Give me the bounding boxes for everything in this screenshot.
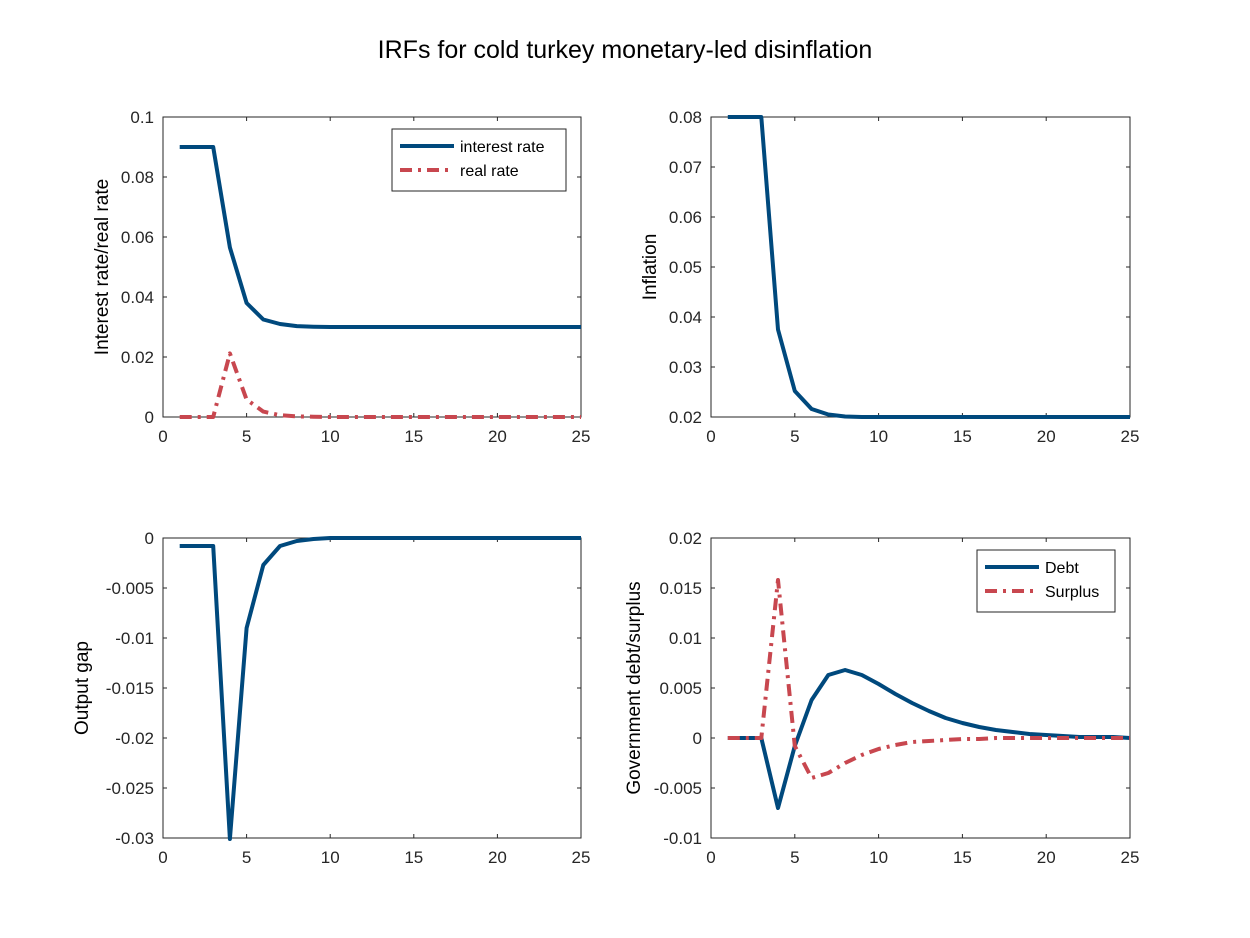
series-line-surplus — [727, 578, 1130, 780]
series-line-interest-rate — [179, 145, 581, 329]
x-tick-label: 10 — [869, 848, 888, 867]
subplot-3: 0 5 10 15 20 25 -0.03 -0.025 -0.02 -0.015 -0.01 -0.… — [72, 529, 590, 867]
legend: Debt Surplus — [976, 549, 1116, 613]
y-tick-label: 0 — [145, 408, 154, 427]
x-tick-label: 10 — [321, 848, 340, 867]
x-tick-label: 10 — [321, 427, 340, 446]
x-tick-label: 20 — [488, 427, 507, 446]
subplot-2: 0 5 10 15 20 25 0.02 0.03 0.04 0.05 0.06 0.07 0.08 In… — [640, 108, 1139, 446]
x-tick-label: 25 — [572, 848, 591, 867]
y-tick-label: -0.025 — [106, 779, 154, 798]
x-tick-label: 0 — [706, 427, 715, 446]
x-tick-label: 20 — [1037, 848, 1056, 867]
y-tick-label: 0.005 — [659, 679, 702, 698]
y-tick-label: -0.015 — [106, 679, 154, 698]
x-tick-label: 20 — [1037, 427, 1056, 446]
x-tick-label: 10 — [869, 427, 888, 446]
y-tick-label: -0.005 — [654, 779, 702, 798]
y-tick-label: 0.02 — [669, 408, 702, 427]
y-tick-label: 0.01 — [669, 629, 702, 648]
y-tick-label: 0.08 — [669, 108, 702, 127]
x-tick-label: 15 — [953, 848, 972, 867]
y-axis-label: Interest rate/real rate — [92, 179, 113, 355]
y-tick-label: 0.015 — [659, 579, 702, 598]
x-tick-label: 15 — [404, 848, 423, 867]
subplot-4: 0 5 10 15 20 25 -0.01 -0.005 0 0.005 0.01 0.015 0.02… — [624, 529, 1139, 867]
x-tick-label: 5 — [790, 427, 799, 446]
y-tick-label: -0.02 — [115, 729, 154, 748]
x-tick-label: 0 — [706, 848, 715, 867]
legend: interest rate real rate — [391, 128, 567, 192]
y-axis-label: Output gap — [72, 641, 93, 735]
x-tick-label: 20 — [488, 848, 507, 867]
legend-label: Debt — [1045, 560, 1079, 577]
y-tick-label: 0.08 — [121, 168, 154, 187]
series-line — [179, 536, 581, 841]
x-tick-label: 15 — [953, 427, 972, 446]
y-tick-label: 0.04 — [121, 288, 154, 307]
x-tick-label: 0 — [158, 848, 167, 867]
y-tick-label: 0 — [693, 729, 702, 748]
y-tick-label: 0.03 — [669, 358, 702, 377]
y-tick-label: 0.02 — [121, 348, 154, 367]
x-tick-label: 25 — [1121, 848, 1140, 867]
y-tick-label: 0.1 — [130, 108, 154, 127]
x-tick-label: 5 — [790, 848, 799, 867]
y-tick-label: 0.02 — [669, 529, 702, 548]
y-tick-label: -0.005 — [106, 579, 154, 598]
legend-box — [976, 549, 1116, 613]
x-tick-label: 5 — [242, 427, 251, 446]
y-tick-label: 0 — [145, 529, 154, 548]
y-tick-label: 0.04 — [669, 308, 702, 327]
y-tick-label: 0.07 — [669, 158, 702, 177]
x-tick-label: 25 — [1121, 427, 1140, 446]
legend-label: Surplus — [1045, 584, 1099, 601]
y-axis-label: Inflation — [640, 234, 661, 301]
series-line — [727, 115, 1130, 419]
x-tick-label: 25 — [572, 427, 591, 446]
legend-label: interest rate — [460, 139, 545, 156]
y-tick-label: -0.01 — [663, 829, 702, 848]
x-tick-label: 5 — [242, 848, 251, 867]
y-tick-label: 0.06 — [121, 228, 154, 247]
y-tick-label: 0.06 — [669, 208, 702, 227]
legend-label: real rate — [460, 163, 519, 180]
y-tick-label: 0.05 — [669, 258, 702, 277]
figure-title: IRFs for cold turkey monetary-led disinf… — [378, 36, 873, 64]
x-tick-label: 0 — [158, 427, 167, 446]
legend-box — [391, 128, 567, 192]
subplot-1: 0 5 10 15 20 25 0 0.02 0.04 0.06 0.08 0.1 Interest r… — [92, 108, 590, 446]
y-axis-label: Government debt/surplus — [624, 581, 645, 794]
x-tick-label: 15 — [404, 427, 423, 446]
y-tick-label: -0.01 — [115, 629, 154, 648]
y-tick-label: -0.03 — [115, 829, 154, 848]
